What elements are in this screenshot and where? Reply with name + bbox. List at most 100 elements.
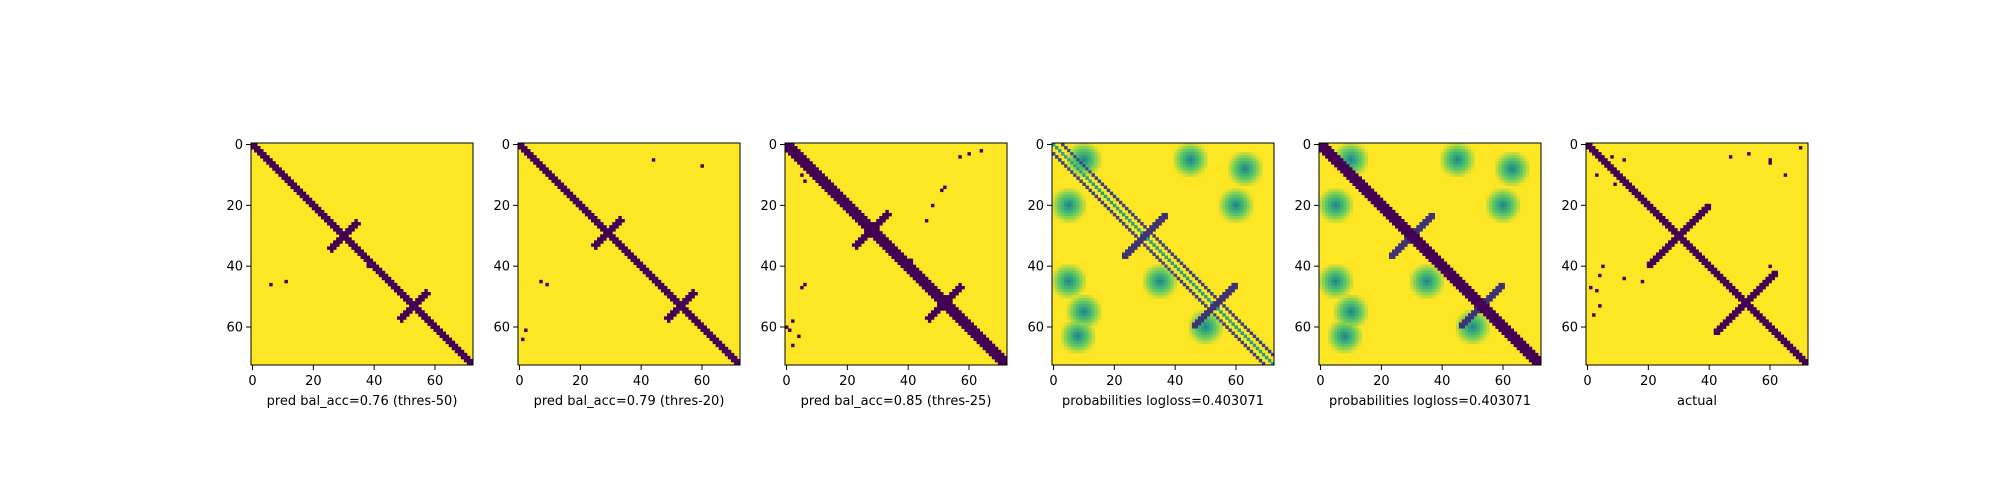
heatmap-cell — [1085, 161, 1089, 165]
heatmap-cell — [1131, 231, 1135, 235]
heatmap-cell — [1504, 322, 1508, 326]
heatmap-cell — [1325, 270, 1329, 275]
heatmap-cell — [1058, 209, 1062, 214]
heatmap-cell — [1361, 298, 1366, 302]
heatmap-cell — [1237, 161, 1241, 165]
heatmap-cell — [1719, 328, 1724, 332]
heatmap-cell — [539, 279, 543, 284]
heatmap-cell — [1355, 328, 1359, 332]
heatmap-cell — [1352, 346, 1356, 351]
heatmap-cell — [1637, 197, 1642, 202]
heatmap-cell — [1070, 215, 1074, 220]
heatmap-cell — [1522, 164, 1527, 168]
heatmap-cell — [1067, 155, 1071, 159]
heatmap-cell — [1455, 325, 1460, 329]
heatmap-cell — [1076, 346, 1080, 351]
x-tick-label: 0 — [515, 374, 523, 389]
heatmap-cell — [323, 212, 328, 217]
heatmap-cell — [1507, 164, 1511, 168]
heatmap-cell — [293, 188, 298, 193]
heatmap-cell — [660, 288, 665, 293]
heatmap-cell — [415, 298, 419, 302]
heatmap-cell — [1340, 212, 1344, 217]
heatmap-cell — [1073, 307, 1077, 311]
heatmap-cell — [839, 191, 844, 196]
heatmap-cell — [1322, 267, 1326, 272]
heatmap-cell — [1419, 267, 1423, 272]
heatmap-cell — [906, 270, 911, 275]
heatmap-cell — [952, 292, 956, 296]
heatmap-cell — [1364, 158, 1369, 162]
heatmap-cell — [1464, 149, 1469, 153]
heatmap-cell — [924, 316, 929, 320]
heatmap-cell — [1404, 234, 1408, 238]
heatmap-cell — [527, 149, 531, 153]
heatmap-cell — [1364, 155, 1369, 159]
heatmap-cell — [1240, 158, 1244, 162]
heatmap-cell — [284, 173, 288, 177]
heatmap-cell — [1067, 276, 1071, 281]
heatmap-cell — [1173, 167, 1178, 171]
heatmap-cell — [1498, 173, 1502, 177]
heatmap-cell — [1249, 182, 1254, 186]
x-tick-label: 40 — [366, 374, 383, 389]
heatmap-cell — [1358, 161, 1362, 165]
heatmap-cell — [1240, 197, 1244, 202]
heatmap-cell — [906, 261, 911, 266]
heatmap-cell — [1440, 288, 1445, 293]
heatmap-cell — [1337, 301, 1341, 305]
heatmap-cell — [1468, 170, 1472, 174]
heatmap-cell — [1668, 228, 1672, 232]
heatmap-cell — [1140, 237, 1144, 241]
heatmap-cell — [882, 237, 886, 241]
heatmap-cell — [1471, 334, 1475, 339]
heatmap-cell — [1762, 319, 1766, 323]
heatmap-cell — [1067, 301, 1071, 305]
heatmap-cell — [1513, 173, 1518, 177]
heatmap-cell — [997, 358, 1002, 363]
heatmap-cell — [791, 343, 795, 348]
heatmap-cell — [1486, 334, 1490, 339]
heatmap-cell — [1507, 191, 1511, 196]
heatmap-cell — [940, 307, 944, 311]
heatmap-cell — [857, 243, 862, 247]
heatmap-cell — [1701, 206, 1705, 211]
heatmap-cell — [663, 285, 668, 290]
heatmap-cell — [1352, 161, 1356, 165]
heatmap-cell — [1637, 194, 1642, 199]
heatmap-cell — [1768, 328, 1772, 332]
heatmap-cell — [1064, 346, 1068, 351]
heatmap-cell — [1191, 173, 1196, 177]
heatmap-cell — [1255, 346, 1260, 351]
heatmap-cell — [1188, 161, 1193, 165]
heatmap-cell — [1422, 292, 1426, 296]
heatmap-cell — [1076, 209, 1080, 214]
heatmap-cell — [1516, 155, 1521, 159]
heatmap-cell — [824, 188, 828, 193]
heatmap-cell — [1480, 319, 1484, 323]
heatmap-cell — [1419, 292, 1423, 296]
heatmap-cell — [545, 170, 549, 174]
heatmap-cell — [1082, 331, 1086, 335]
heatmap-cell — [1686, 228, 1690, 232]
heatmap-cell — [1219, 322, 1223, 326]
heatmap-cell — [409, 304, 413, 308]
heatmap-cell — [1446, 149, 1451, 153]
heatmap-cell — [1498, 322, 1502, 326]
heatmap-cell — [600, 240, 604, 244]
heatmap-cell — [1461, 167, 1466, 171]
heatmap-cell — [1334, 295, 1338, 299]
heatmap-cell — [1164, 285, 1168, 290]
heatmap-cell — [1052, 203, 1056, 208]
heatmap-cell — [1443, 155, 1448, 159]
heatmap-cell — [1795, 355, 1800, 360]
heatmap-cell — [1628, 188, 1633, 193]
heatmap-cell — [1340, 149, 1344, 153]
heatmap-cell — [1649, 264, 1654, 269]
heatmap-cell — [1231, 161, 1235, 165]
heatmap-cell — [1252, 343, 1257, 348]
heatmap-cell — [1486, 307, 1490, 311]
heatmap-cell — [518, 146, 522, 150]
heatmap-cell — [876, 222, 880, 226]
heatmap-cell — [1343, 316, 1347, 320]
